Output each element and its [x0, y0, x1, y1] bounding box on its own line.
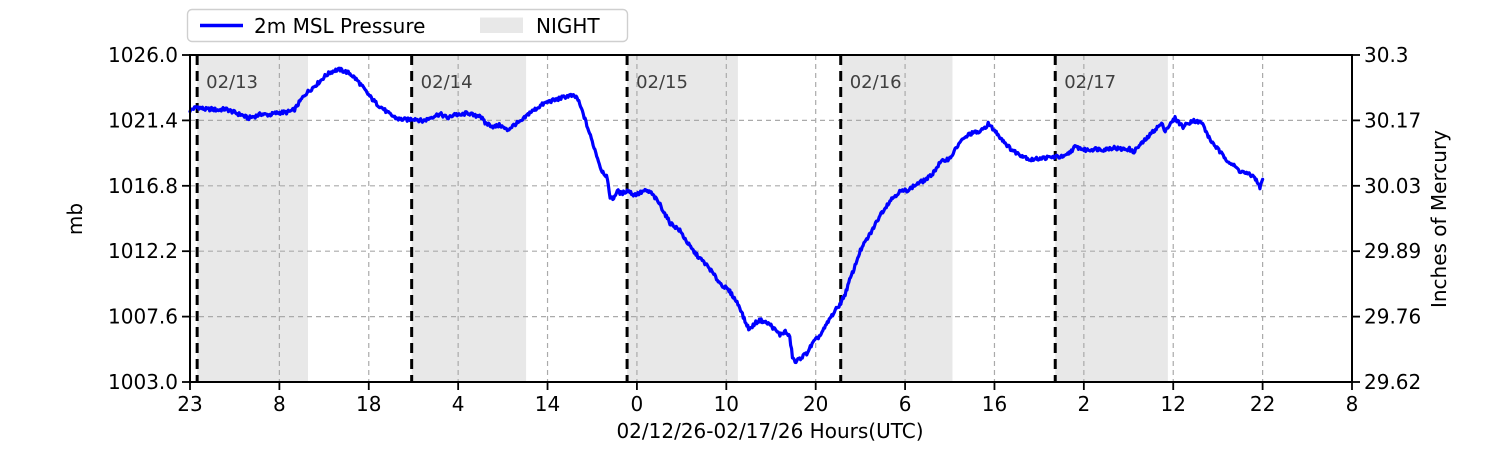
y-tick-label-right: 29.76	[1364, 305, 1421, 329]
y-tick-label-right: 30.3	[1364, 43, 1409, 67]
x-tick-label: 4	[452, 392, 465, 416]
x-axis-label: 02/12/26-02/17/26 Hours(UTC)	[616, 419, 923, 443]
y-tick-label-right: 29.89	[1364, 239, 1421, 263]
y-tick-label-left: 1021.4	[108, 108, 178, 132]
plot-border	[189, 54, 1353, 383]
y-axis-label-right: Inches of Mercury	[1427, 130, 1451, 308]
y-axis-label-left: mb	[63, 203, 87, 235]
night-band	[197, 55, 308, 382]
x-tick-label: 18	[356, 392, 381, 416]
day-label: 02/13	[206, 72, 258, 93]
x-tick-label: 0	[631, 392, 644, 416]
x-tick-label: 16	[982, 392, 1007, 416]
x-tick-label: 12	[1161, 392, 1186, 416]
x-tick-label: 23	[177, 392, 202, 416]
y-tick-label-right: 30.17	[1364, 108, 1421, 132]
night-band	[627, 55, 738, 382]
x-tick-label: 8	[1346, 392, 1359, 416]
y-tick-label-left: 1003.0	[108, 370, 178, 394]
day-label: 02/15	[636, 72, 688, 93]
night-band	[1055, 55, 1168, 382]
y-tick-label-left: 1007.6	[108, 305, 178, 329]
x-tick-label: 22	[1250, 392, 1275, 416]
y-tick-label-left: 1012.2	[108, 239, 178, 263]
legend-night-patch	[480, 17, 523, 33]
legend-label-night: NIGHT	[536, 14, 600, 38]
day-label: 02/16	[850, 72, 902, 93]
night-band	[411, 55, 527, 382]
pressure-line	[188, 66, 1265, 365]
day-label: 02/17	[1064, 72, 1116, 93]
y-tick-label-right: 30.03	[1364, 174, 1421, 198]
x-tick-label: 8	[273, 392, 286, 416]
x-tick-label: 10	[714, 392, 739, 416]
y-tick-label-left: 1016.8	[108, 174, 178, 198]
legend-label-pressure: 2m MSL Pressure	[254, 14, 425, 38]
x-tick-label: 2	[1077, 392, 1090, 416]
x-tick-label: 20	[803, 392, 828, 416]
x-tick-label: 6	[899, 392, 912, 416]
day-label: 02/14	[421, 72, 473, 93]
y-tick-label-left: 1026.0	[108, 43, 178, 67]
x-tick-label: 14	[535, 392, 560, 416]
night-band	[840, 55, 953, 382]
y-tick-label-right: 29.62	[1364, 370, 1421, 394]
